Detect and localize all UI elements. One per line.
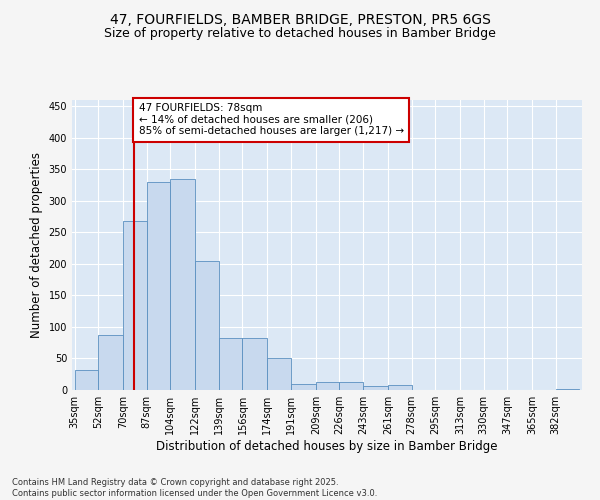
Bar [268, 358, 291, 390]
Bar [219, 338, 242, 390]
Bar [556, 388, 579, 390]
Text: 47, FOURFIELDS, BAMBER BRIDGE, PRESTON, PR5 6GS: 47, FOURFIELDS, BAMBER BRIDGE, PRESTON, … [110, 12, 490, 26]
Bar [196, 261, 219, 390]
Text: Contains HM Land Registry data © Crown copyright and database right 2025.
Contai: Contains HM Land Registry data © Crown c… [12, 478, 377, 498]
Bar [363, 386, 388, 390]
Bar [170, 179, 196, 390]
X-axis label: Distribution of detached houses by size in Bamber Bridge: Distribution of detached houses by size … [156, 440, 498, 453]
Bar [242, 338, 268, 390]
Y-axis label: Number of detached properties: Number of detached properties [30, 152, 43, 338]
Bar [98, 334, 123, 390]
Bar [316, 382, 340, 390]
Bar [75, 370, 98, 390]
Text: 47 FOURFIELDS: 78sqm
← 14% of detached houses are smaller (206)
85% of semi-deta: 47 FOURFIELDS: 78sqm ← 14% of detached h… [139, 103, 404, 136]
Bar [388, 385, 412, 390]
Bar [123, 221, 147, 390]
Text: Size of property relative to detached houses in Bamber Bridge: Size of property relative to detached ho… [104, 28, 496, 40]
Bar [147, 182, 170, 390]
Bar [340, 382, 363, 390]
Bar [291, 384, 316, 390]
